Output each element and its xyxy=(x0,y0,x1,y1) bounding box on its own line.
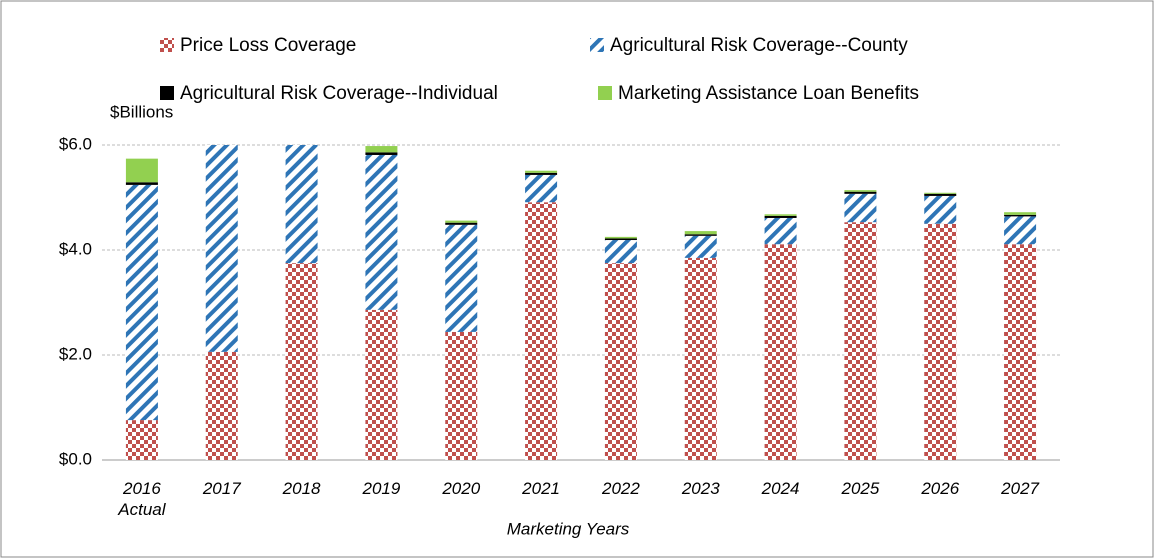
bar-segment xyxy=(924,223,957,460)
bar-segment xyxy=(525,174,558,203)
legend-label: Agricultural Risk Coverage--County xyxy=(610,35,908,56)
bar-segment xyxy=(125,184,158,421)
bar-segment xyxy=(125,420,158,460)
x-tick-label: 2017 xyxy=(202,479,241,498)
x-tick-label: 2026 xyxy=(921,479,960,498)
bar-segment xyxy=(684,257,717,460)
x-tick-label: 2019 xyxy=(362,479,401,498)
bar-segment xyxy=(365,309,398,460)
x-tick-label: 2023 xyxy=(681,479,720,498)
bar-segment xyxy=(365,154,398,310)
bar-segment xyxy=(764,217,797,245)
legend-marker xyxy=(598,86,612,100)
bar-segment xyxy=(604,240,637,264)
x-tick-label: 2018 xyxy=(282,479,321,498)
bar-segment xyxy=(1004,244,1037,460)
bar-segment xyxy=(844,193,877,223)
y-tick-label: $4.0 xyxy=(59,239,92,258)
bar-segment xyxy=(205,145,238,352)
bar-segment xyxy=(604,238,637,241)
bar-segment xyxy=(525,170,558,173)
x-tick-label: 2022 xyxy=(601,479,640,498)
bar-segment xyxy=(924,192,957,194)
legend-marker xyxy=(160,86,174,100)
bar-segment xyxy=(764,215,797,218)
bar-segment xyxy=(684,235,717,258)
bar-segment xyxy=(604,236,637,239)
bar-segment xyxy=(445,220,478,223)
bar-segment xyxy=(525,202,558,460)
bar-segment xyxy=(525,172,558,175)
bar-segment xyxy=(924,193,957,196)
x-tick-label: 2024 xyxy=(761,479,800,498)
bar-segment xyxy=(125,182,158,185)
bar-segment xyxy=(844,191,877,194)
legend-marker xyxy=(160,38,174,52)
bar-segment xyxy=(285,263,318,460)
bar-segment xyxy=(604,263,637,460)
bar-segment xyxy=(684,231,717,235)
x-axis-label: Marketing Years xyxy=(507,519,630,538)
y-axis-label: $Billions xyxy=(110,102,173,121)
x-tick-label: 2027 xyxy=(1001,479,1039,498)
x-tick-label: 2025 xyxy=(841,479,880,498)
bar-segment xyxy=(445,222,478,225)
bars xyxy=(125,145,1037,460)
bar-segment xyxy=(844,190,877,192)
x-tick-label: 2016 Actual xyxy=(118,479,166,519)
legend-label: Agricultural Risk Coverage--Individual xyxy=(180,83,498,104)
bar-segment xyxy=(445,331,478,460)
legend-label: Marketing Assistance Loan Benefits xyxy=(618,83,919,104)
bar-segment xyxy=(1004,214,1037,217)
y-tick-label: $2.0 xyxy=(59,344,92,363)
legend-label: Price Loss Coverage xyxy=(180,35,356,56)
bar-segment xyxy=(125,158,158,183)
legend-marker xyxy=(590,38,604,52)
x-tick-label: 2020 xyxy=(442,479,481,498)
bar-segment xyxy=(365,152,398,155)
bar-segment xyxy=(844,222,877,460)
bar-segment xyxy=(764,214,797,216)
y-tick-label: $6.0 xyxy=(59,134,92,153)
bar-segment xyxy=(205,351,238,460)
bar-segment xyxy=(1004,216,1037,245)
x-tick-label: 2021 xyxy=(522,479,560,498)
bar-segment xyxy=(684,234,717,236)
y-tick-label: $0.0 xyxy=(59,449,92,468)
bar-segment xyxy=(365,146,398,153)
bar-segment xyxy=(764,244,797,460)
bar-segment xyxy=(445,224,478,332)
bar-segment xyxy=(924,195,957,224)
bar-segment xyxy=(285,145,318,264)
bar-segment xyxy=(1004,212,1037,215)
